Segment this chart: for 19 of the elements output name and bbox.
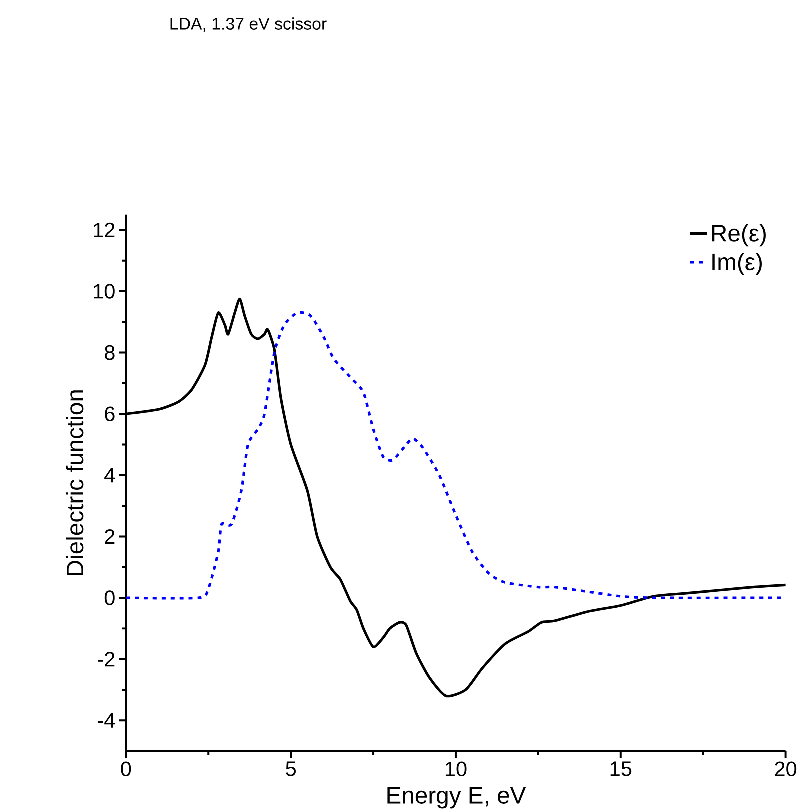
x-tick-label: 15 bbox=[611, 762, 632, 776]
y-tick-label: 12 bbox=[94, 222, 115, 238]
y-axis-title: Dielectric function bbox=[66, 390, 84, 576]
y-tick-label: 8 bbox=[105, 345, 115, 360]
y-tick-label: 4 bbox=[104, 468, 116, 483]
y-tick-label: -4 bbox=[98, 713, 116, 728]
chart-title: LDA, 1.37 eV scissor bbox=[170, 18, 327, 32]
x-tick-label: 10 bbox=[446, 762, 467, 777]
y-tick-label: 6 bbox=[105, 406, 115, 422]
x-tick-label: 5 bbox=[286, 762, 296, 776]
x-axis-title: Energy E, eV bbox=[388, 787, 526, 809]
legend-label: Re(ε) bbox=[712, 224, 766, 247]
y-tick-label: 0 bbox=[105, 590, 116, 606]
y-tick-label: -2 bbox=[98, 652, 115, 667]
legend-label: Im(ε) bbox=[712, 253, 762, 276]
x-tick-label: 20 bbox=[775, 762, 797, 777]
y-tick-label: 2 bbox=[105, 529, 115, 544]
x-tick-label: 0 bbox=[121, 762, 132, 777]
y-tick-label: 10 bbox=[94, 284, 116, 299]
